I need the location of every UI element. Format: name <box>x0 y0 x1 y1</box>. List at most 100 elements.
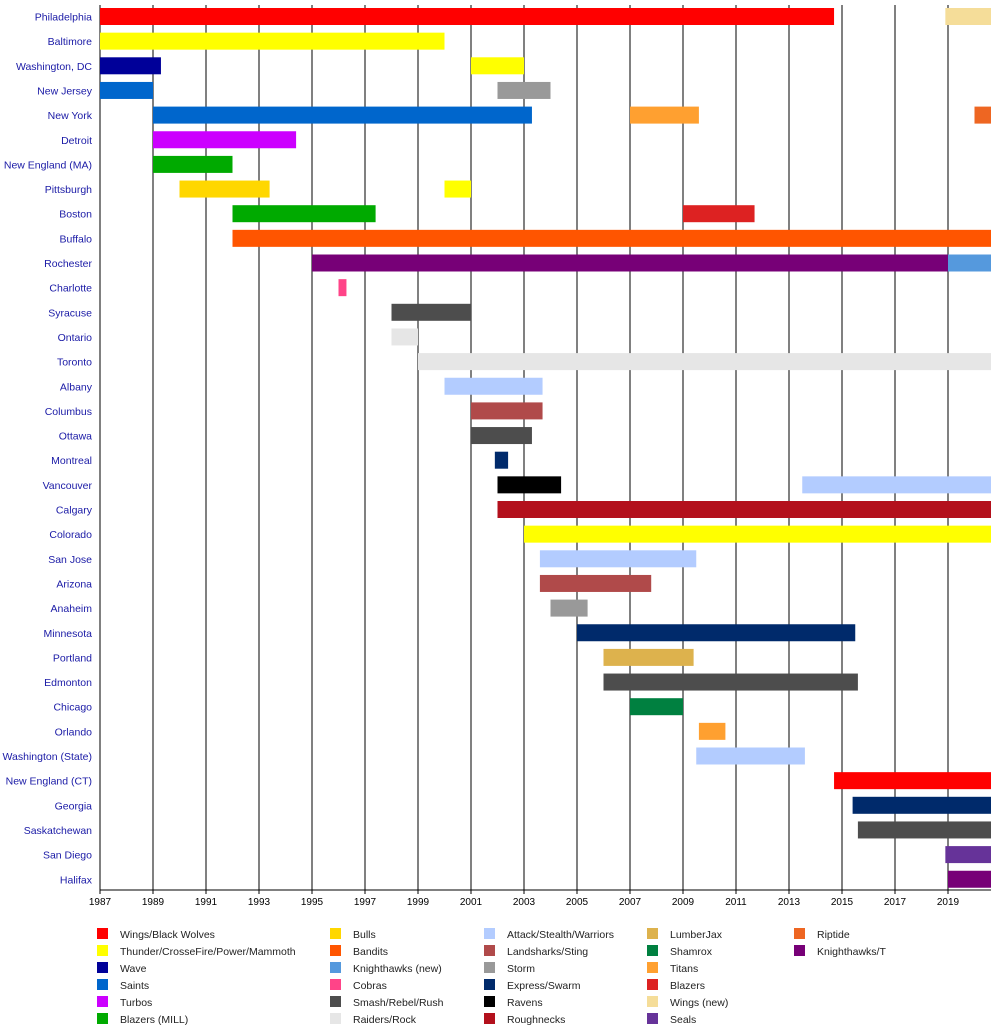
bar <box>100 81 153 99</box>
legend-swatch <box>484 979 495 990</box>
tick-label-2001: 2001 <box>460 897 483 908</box>
tick-label-1997: 1997 <box>354 897 377 908</box>
bar <box>948 870 991 888</box>
tick-label-2011: 2011 <box>725 897 747 908</box>
bar <box>857 821 991 839</box>
category-label: Toronto <box>57 357 92 369</box>
bar <box>232 229 991 247</box>
tick-label-1987: 1987 <box>89 897 112 908</box>
legend-label: Cobras <box>353 980 387 992</box>
category-label: Washington (State) <box>3 751 93 763</box>
bar <box>524 525 991 543</box>
category-label: San Diego <box>43 850 92 862</box>
category-label: Albany <box>60 381 93 393</box>
bar <box>603 673 858 691</box>
bar <box>471 427 532 445</box>
legend-label: Riptide <box>817 929 850 941</box>
legend-swatch <box>484 928 495 939</box>
category-label: Minnesota <box>44 628 93 640</box>
bar <box>497 476 562 494</box>
gridlines <box>99 5 949 890</box>
legend-swatch <box>647 962 658 973</box>
bar <box>945 8 991 25</box>
category-label: Philadelphia <box>35 12 92 24</box>
legend-swatch <box>794 945 805 956</box>
legend-label: Shamrox <box>670 946 713 958</box>
category-label: Pittsburgh <box>45 184 92 196</box>
bar <box>577 624 856 642</box>
category-labels: Philadelphia Baltimore Washington, DC New J… <box>3 12 93 887</box>
category-label: Calgary <box>56 505 93 517</box>
bar <box>834 772 991 790</box>
bar <box>179 180 270 198</box>
bar <box>497 501 991 518</box>
legend-swatch <box>330 928 341 939</box>
tick-label-1995: 1995 <box>301 897 324 908</box>
legend-label: Roughnecks <box>507 1014 565 1026</box>
legend-swatch <box>484 962 495 973</box>
legend-label: Wings (new) <box>670 997 728 1009</box>
category-label: New Jersey <box>37 85 93 97</box>
category-label: Portland <box>53 652 92 664</box>
legend-label: Smash/Rebel/Rush <box>353 997 444 1009</box>
legend-label: Wings/Black Wolves <box>120 929 215 941</box>
bar <box>391 328 418 346</box>
category-label: Arizona <box>56 578 92 590</box>
legend-label: LumberJax <box>670 929 723 941</box>
legend-label: Raiders/Rock <box>353 1014 417 1026</box>
bar <box>539 550 697 568</box>
legend-label: Turbos <box>120 997 152 1009</box>
category-label: Ottawa <box>59 431 92 443</box>
tick-label-1991: 1991 <box>195 897 218 908</box>
legend-label: Saints <box>120 980 149 992</box>
legend-label: Thunder/CrosseFire/Power/Mammoth <box>120 946 296 958</box>
legend-label: Seals <box>670 1014 696 1026</box>
category-label: Edmonton <box>44 677 92 689</box>
legend-label: Blazers (MILL) <box>120 1014 188 1026</box>
category-label: Baltimore <box>48 36 93 48</box>
bars <box>100 8 991 888</box>
bar <box>603 648 694 666</box>
category-label: Detroit <box>61 135 92 147</box>
bar <box>948 254 991 272</box>
x-axis-ticks: 1987 1989 1991 1993 1995 1997 1999 2001 2003 2005… <box>89 890 960 908</box>
bar <box>232 205 376 223</box>
bar <box>100 8 835 25</box>
tick-label-2005: 2005 <box>566 897 589 908</box>
tick-label-2007: 2007 <box>619 897 642 908</box>
legend-label: Blazers <box>670 980 705 992</box>
tick-label-2013: 2013 <box>778 897 801 908</box>
legend: Wings/Black Wolves Thunder/CrosseFire/Pow… <box>97 928 886 1026</box>
bar <box>494 451 509 469</box>
legend-swatch <box>647 928 658 939</box>
category-label: Boston <box>59 209 92 221</box>
category-label: San Jose <box>48 554 92 566</box>
bar <box>100 57 161 75</box>
bar <box>630 698 683 716</box>
category-label: Anaheim <box>51 603 93 615</box>
tick-label-1999: 1999 <box>407 897 430 908</box>
bar <box>539 574 652 592</box>
bar <box>696 747 805 765</box>
bar <box>802 476 991 494</box>
tick-label-2019: 2019 <box>937 897 960 908</box>
bar <box>444 377 543 395</box>
legend-label: Bulls <box>353 929 376 941</box>
category-label: Orlando <box>55 726 93 738</box>
legend-swatch <box>97 996 108 1007</box>
bar <box>945 846 991 864</box>
category-label: Syracuse <box>48 307 92 319</box>
legend-label: Express/Swarm <box>507 980 581 992</box>
tick-label-1989: 1989 <box>142 897 165 908</box>
legend-label: Wave <box>120 963 147 975</box>
category-label: Columbus <box>45 406 92 418</box>
legend-swatch <box>330 979 341 990</box>
legend-swatch <box>647 979 658 990</box>
bar <box>698 722 726 740</box>
legend-swatch <box>484 996 495 1007</box>
legend-label: Storm <box>507 963 535 975</box>
category-label: Georgia <box>55 800 93 812</box>
bar <box>683 205 755 223</box>
tick-label-2017: 2017 <box>884 897 907 908</box>
